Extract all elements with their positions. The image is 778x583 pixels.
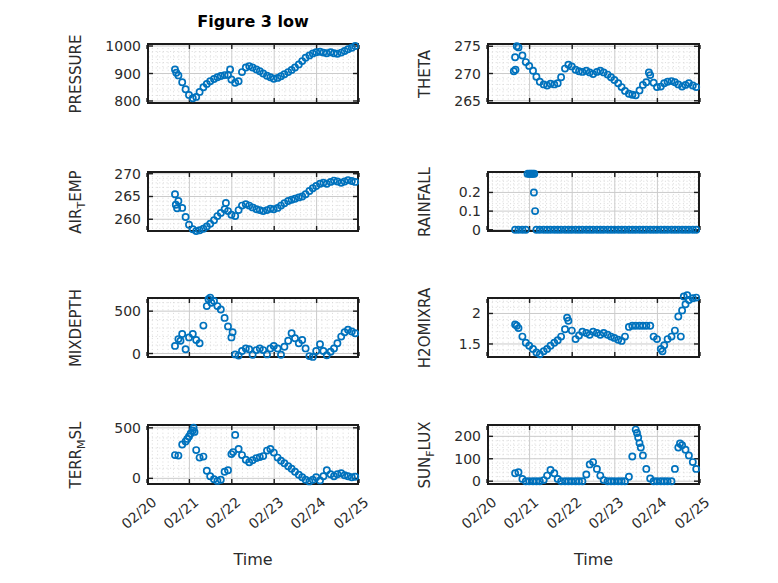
plot-THETA xyxy=(487,43,700,104)
x-tick-label: 02/22 xyxy=(202,493,244,533)
x-tick-label: 02/23 xyxy=(245,493,287,533)
x-tick-label: 02/23 xyxy=(585,493,627,533)
figure-window: Figure 3 low Time Time 8009001000PRESSUR… xyxy=(0,0,778,583)
x-axis-label-left: Time xyxy=(147,550,359,569)
plot-MIXDEPTH xyxy=(147,297,359,358)
x-tick-label: 02/25 xyxy=(670,493,712,533)
ylabel-text: EMP xyxy=(67,170,85,201)
plot-TERR_MSL xyxy=(147,424,359,485)
ylabel-SUN_FLUX: SUNFLUX xyxy=(414,345,436,565)
x-tick-label: 02/21 xyxy=(160,493,202,533)
x-tick-label: 02/20 xyxy=(117,493,159,533)
scatter-series-H2OMIXRA xyxy=(512,292,699,357)
x-tick-label: 02/21 xyxy=(500,493,542,533)
plot-RAINFALL xyxy=(487,171,700,232)
x-tick-label: 02/20 xyxy=(457,493,499,533)
plot-PRESSURE xyxy=(147,43,359,104)
ylabel-text: SUN xyxy=(416,456,434,488)
ylabel-subscript: T xyxy=(75,201,88,208)
x-tick-label: 02/22 xyxy=(543,493,585,533)
minor-grid xyxy=(149,299,358,357)
figure-title: Figure 3 low xyxy=(147,12,359,31)
ylabel-text: THETA xyxy=(416,49,434,97)
x-axis-label-right: Time xyxy=(487,550,700,569)
minor-grid xyxy=(489,173,699,231)
ylabel-text: SL xyxy=(67,421,85,439)
plot-H2OMIXRA xyxy=(487,297,700,358)
x-tick-label: 02/24 xyxy=(628,493,670,533)
plot-SUN_FLUX xyxy=(487,424,700,485)
ylabel-TERR_MSL: TERRMSL xyxy=(65,345,87,565)
x-tick-label: 02/25 xyxy=(329,493,371,533)
scatter-series-MIXDEPTH xyxy=(172,295,358,361)
x-tick-label: 02/24 xyxy=(287,493,329,533)
ylabel-subscript: F xyxy=(424,450,437,456)
plot-AIR_TEMP xyxy=(147,171,359,232)
ylabel-text: TERR xyxy=(67,448,85,488)
scatter-series-SUN_FLUX xyxy=(512,427,699,485)
ylabel-subscript: M xyxy=(75,439,88,449)
ylabel-text: LUX xyxy=(416,421,434,450)
